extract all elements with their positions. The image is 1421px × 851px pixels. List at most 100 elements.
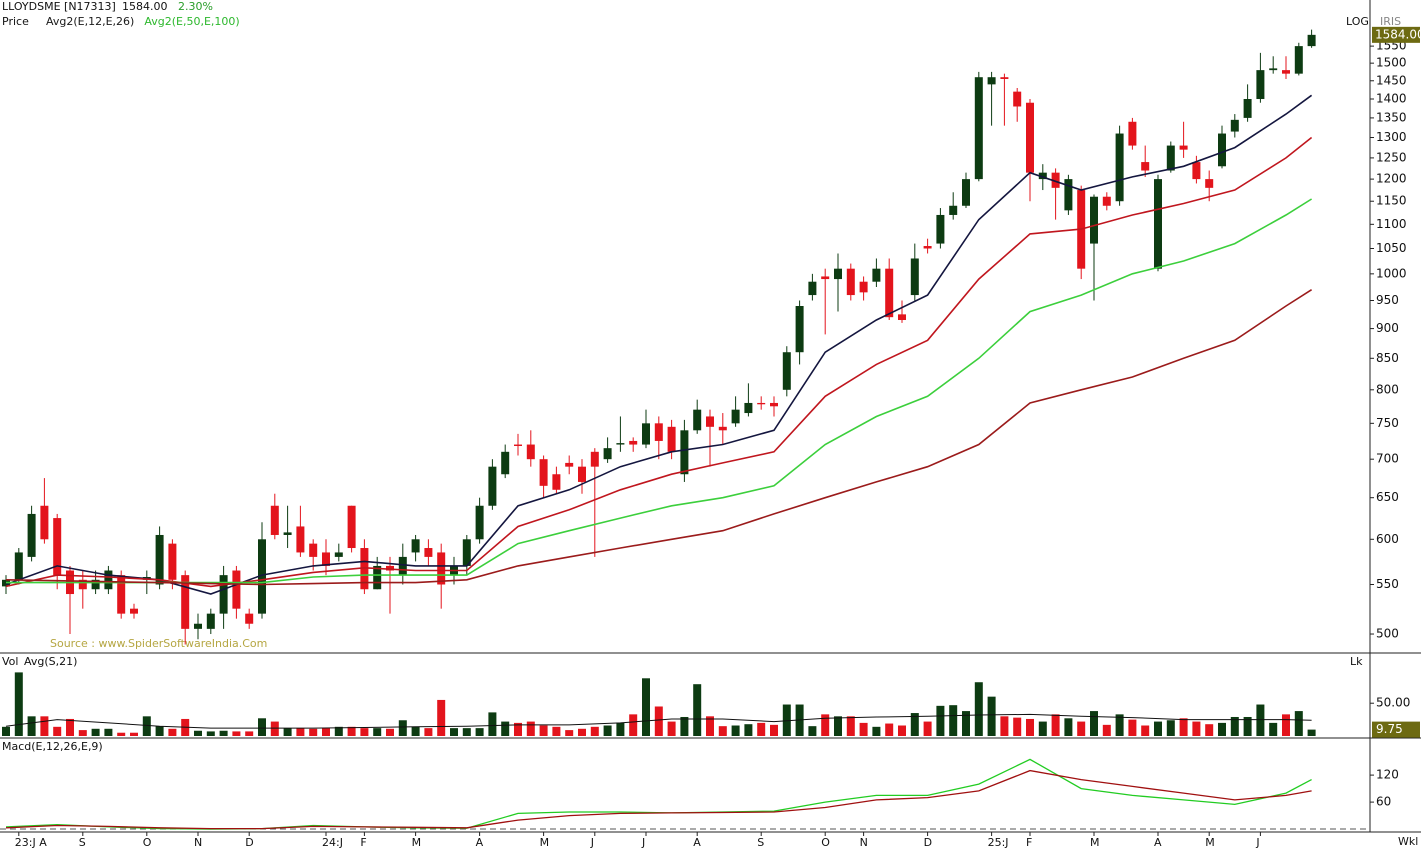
volume-bar xyxy=(782,704,791,736)
volume-bar xyxy=(1026,718,1034,736)
volume-bar xyxy=(910,713,919,736)
line xyxy=(6,198,1313,584)
volume-bar xyxy=(78,730,87,736)
volume-bar xyxy=(949,705,958,736)
volume-bar xyxy=(14,672,23,736)
candle-body xyxy=(1090,196,1098,244)
x-tick-label: A xyxy=(693,836,701,849)
candle-body xyxy=(987,77,996,85)
volume-bar xyxy=(936,705,945,736)
legend-entry: Avg2(E,50,E,100) xyxy=(144,15,239,28)
candle-body xyxy=(475,505,484,540)
candle-body xyxy=(1128,121,1137,146)
candle-body xyxy=(603,448,612,460)
volume-bar xyxy=(629,714,638,736)
volume-bar xyxy=(1038,721,1047,736)
candle-body xyxy=(462,539,471,566)
candle-body xyxy=(1102,196,1111,206)
y-tick-label: 1050 xyxy=(1376,241,1407,255)
x-tick-label: 23:J A xyxy=(15,836,47,849)
volume-title: Vol xyxy=(2,655,18,668)
volume-bar xyxy=(539,725,548,736)
candle-body xyxy=(1115,133,1124,202)
candle-body xyxy=(744,402,753,414)
candle-body xyxy=(1243,99,1252,118)
y-tick-label: 800 xyxy=(1376,382,1399,396)
volume-bar xyxy=(667,721,676,736)
volume-bar xyxy=(475,728,484,736)
candle-body xyxy=(1026,102,1034,173)
y-tick-label: 1000 xyxy=(1376,266,1407,280)
candle-body xyxy=(731,409,740,424)
candle-body xyxy=(936,214,945,244)
candle-body xyxy=(872,268,881,282)
volume-bar xyxy=(1115,714,1124,736)
volume-bar xyxy=(398,720,407,736)
volume-bar xyxy=(1179,718,1188,736)
volume-bar xyxy=(987,696,996,736)
volume-bar xyxy=(1230,716,1239,736)
y-tick-label: 750 xyxy=(1376,416,1399,430)
volume-bar xyxy=(66,718,74,736)
candle-body xyxy=(270,505,279,535)
volume-bar xyxy=(142,716,151,736)
y-tick-label: 1100 xyxy=(1376,217,1407,231)
iris-label: IRIS xyxy=(1380,15,1401,28)
volume-bar xyxy=(1192,721,1201,736)
candle-body xyxy=(130,608,138,614)
candle-body xyxy=(846,268,855,296)
volume-bar xyxy=(718,726,727,736)
volume-bar xyxy=(565,730,574,736)
candle-body xyxy=(78,579,87,590)
candle-body xyxy=(334,552,343,557)
x-tick-label: S xyxy=(79,836,86,849)
candle-body xyxy=(117,575,126,614)
candle-body xyxy=(219,575,228,614)
x-tick-label: J xyxy=(641,836,645,849)
volume-bar xyxy=(1282,714,1290,736)
line xyxy=(5,713,1312,729)
candle-body xyxy=(539,459,548,486)
line xyxy=(5,769,1312,830)
candle-body xyxy=(27,513,36,557)
volume-bar xyxy=(680,716,689,736)
last-volume-label: 9.75 xyxy=(1376,722,1403,736)
volume-bar xyxy=(155,726,164,736)
candle-body xyxy=(1000,77,1009,79)
volume-unit: Lk xyxy=(1350,655,1363,668)
candle-body xyxy=(693,409,702,431)
period-label: Wkl xyxy=(1398,835,1418,848)
candle-body xyxy=(514,444,522,446)
candle-body xyxy=(40,505,49,540)
volume-bar xyxy=(872,726,881,736)
source-text: Source : www.SpiderSoftwareIndia.Com xyxy=(50,637,267,650)
volume-bar xyxy=(1205,724,1214,736)
volume-bar xyxy=(411,726,420,736)
price-label: Price xyxy=(2,15,29,28)
candle-body xyxy=(552,474,561,490)
volume-bar xyxy=(117,732,126,736)
y-tick-label: 900 xyxy=(1376,321,1399,335)
candle-body xyxy=(1192,162,1201,180)
candle-body xyxy=(258,539,266,614)
volume-bar xyxy=(642,678,650,736)
volume-bar xyxy=(296,728,305,736)
x-tick-label: M xyxy=(1090,836,1100,849)
y-tick-label: 1200 xyxy=(1376,172,1407,186)
y-tick-label: 700 xyxy=(1376,452,1399,466)
candle-body xyxy=(1154,179,1162,269)
volume-bar xyxy=(834,716,842,736)
y-tick-label: 1450 xyxy=(1376,73,1407,87)
line xyxy=(5,94,1313,595)
candle-body xyxy=(1038,172,1047,180)
volume-avg-name: Avg(S,21) xyxy=(24,655,77,668)
volume-bar xyxy=(923,721,932,736)
candle-body xyxy=(424,548,433,557)
candle-body xyxy=(283,532,292,535)
volume-bar xyxy=(1077,721,1086,736)
volume-bar xyxy=(450,728,458,736)
volume-bar xyxy=(462,728,471,736)
candle-body xyxy=(757,402,766,405)
candle-body xyxy=(974,77,983,180)
volume-bar xyxy=(808,726,817,736)
